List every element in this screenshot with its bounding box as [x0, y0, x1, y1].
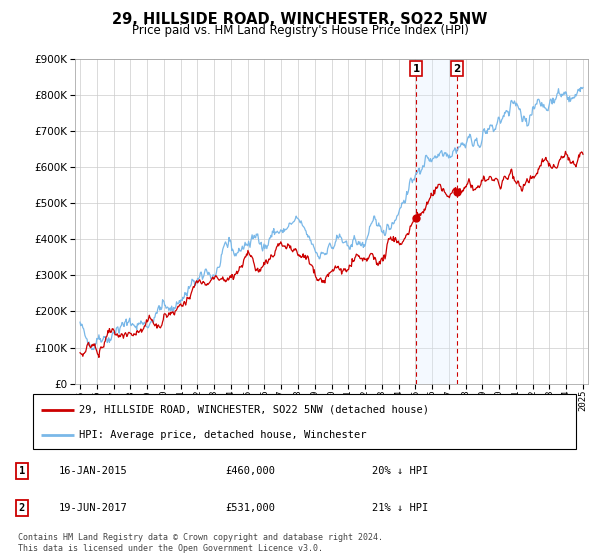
- Text: 2: 2: [453, 63, 460, 73]
- Text: £531,000: £531,000: [226, 503, 275, 513]
- Text: 19-JUN-2017: 19-JUN-2017: [59, 503, 127, 513]
- Text: 16-JAN-2015: 16-JAN-2015: [59, 466, 127, 477]
- Bar: [416, 59, 457, 384]
- Text: 20% ↓ HPI: 20% ↓ HPI: [372, 466, 428, 477]
- Text: 21% ↓ HPI: 21% ↓ HPI: [372, 503, 428, 513]
- Text: Contains HM Land Registry data © Crown copyright and database right 2024.
This d: Contains HM Land Registry data © Crown c…: [18, 533, 383, 553]
- Text: HPI: Average price, detached house, Winchester: HPI: Average price, detached house, Winc…: [79, 431, 367, 440]
- Text: 29, HILLSIDE ROAD, WINCHESTER, SO22 5NW (detached house): 29, HILLSIDE ROAD, WINCHESTER, SO22 5NW …: [79, 405, 429, 414]
- Text: £460,000: £460,000: [226, 466, 275, 477]
- Text: 1: 1: [19, 466, 25, 477]
- Text: 1: 1: [412, 63, 419, 73]
- Text: 29, HILLSIDE ROAD, WINCHESTER, SO22 5NW: 29, HILLSIDE ROAD, WINCHESTER, SO22 5NW: [112, 12, 488, 27]
- FancyBboxPatch shape: [33, 394, 576, 449]
- Text: 2: 2: [19, 503, 25, 513]
- Text: Price paid vs. HM Land Registry's House Price Index (HPI): Price paid vs. HM Land Registry's House …: [131, 24, 469, 36]
